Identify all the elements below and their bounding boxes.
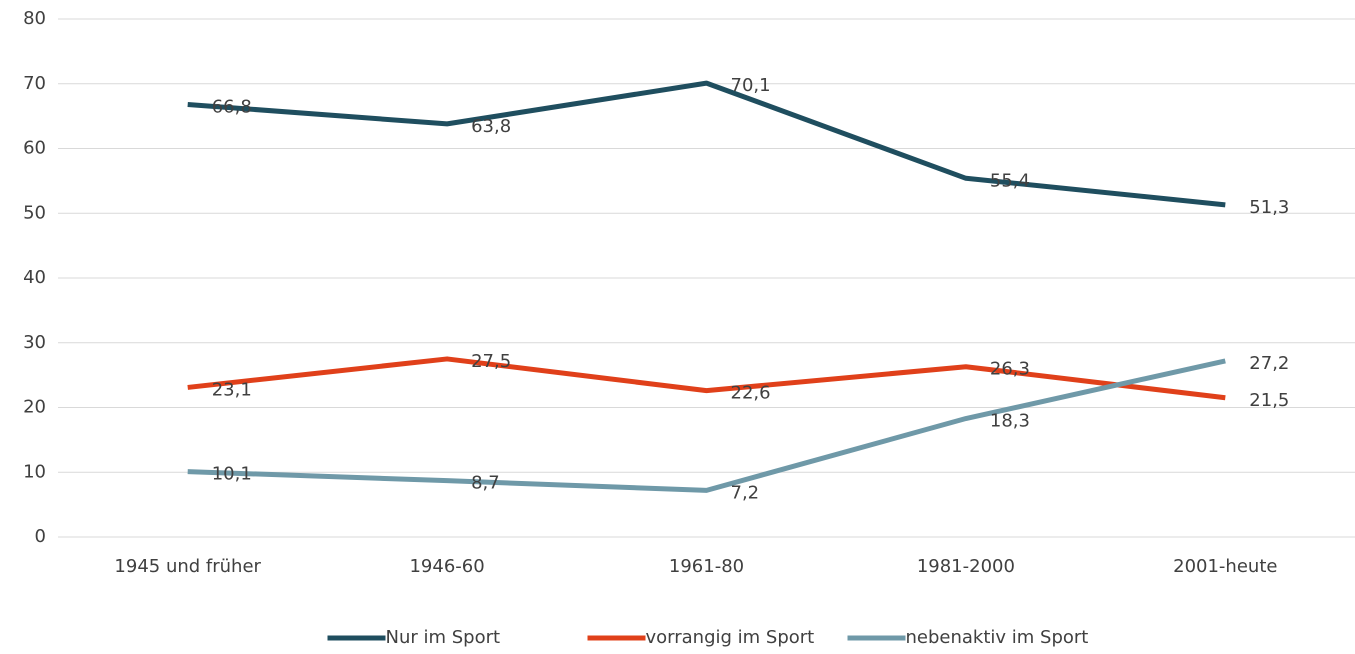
data-label: 27,2 (1249, 353, 1289, 374)
data-label: 8,7 (471, 473, 500, 494)
data-label: 63,8 (471, 116, 511, 137)
y-tick-label: 40 (23, 267, 46, 288)
y-tick-label: 30 (23, 332, 46, 353)
data-label: 26,3 (990, 359, 1030, 380)
data-label: 23,1 (212, 379, 252, 400)
data-label: 21,5 (1249, 390, 1289, 411)
y-tick-label: 0 (35, 526, 46, 547)
data-label: 66,8 (212, 96, 252, 117)
x-tick-label: 1946-60 (409, 556, 484, 577)
x-tick-label: 1981-2000 (917, 556, 1015, 577)
x-tick-label: 1945 und früher (114, 556, 261, 577)
data-label: 51,3 (1249, 197, 1289, 218)
data-label: 70,1 (731, 75, 771, 96)
legend-label: Nur im Sport (386, 627, 501, 648)
y-tick-label: 20 (23, 397, 46, 418)
y-tick-label: 80 (23, 8, 46, 29)
y-tick-label: 10 (23, 461, 46, 482)
x-tick-label: 1961-80 (669, 556, 744, 577)
data-label: 22,6 (731, 383, 771, 404)
legend-label: vorrangig im Sport (646, 627, 815, 648)
y-tick-label: 60 (23, 138, 46, 159)
y-tick-label: 50 (23, 202, 46, 223)
data-label: 7,2 (731, 482, 760, 503)
legend-label: nebenaktiv im Sport (906, 627, 1089, 648)
line (187, 80, 1226, 208)
data-label: 27,5 (471, 351, 511, 372)
line (187, 356, 1226, 401)
line (187, 358, 1226, 493)
data-label: 55,4 (990, 170, 1030, 191)
data-label: 10,1 (212, 464, 252, 485)
data-label: 18,3 (990, 411, 1030, 432)
y-tick-label: 70 (23, 73, 46, 94)
x-tick-label: 2001-heute (1173, 556, 1277, 577)
